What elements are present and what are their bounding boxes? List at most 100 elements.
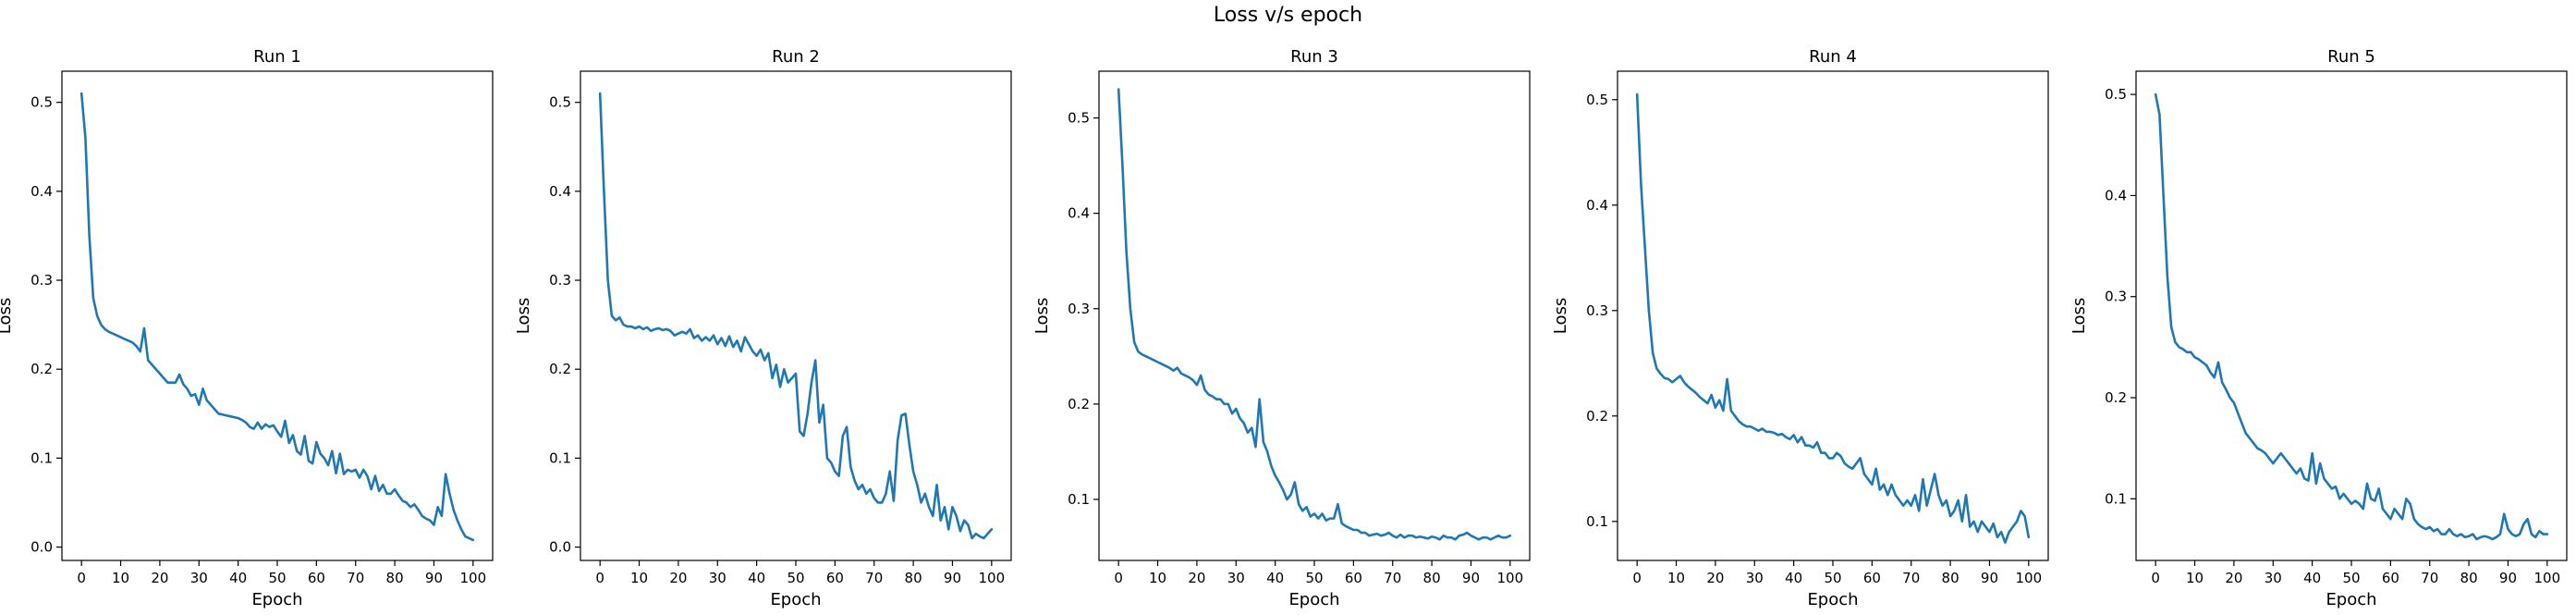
- x-tick-label: 10: [2186, 570, 2204, 586]
- x-tick-label: 80: [1423, 570, 1441, 586]
- figure-title: Loss v/s epoch: [1213, 4, 1363, 27]
- subplot-title: Run 5: [2327, 47, 2375, 67]
- x-tick-label: 80: [2460, 570, 2478, 586]
- x-tick-label: 0: [595, 570, 604, 586]
- x-axis-label: Epoch: [251, 590, 302, 609]
- y-tick-label: 0.3: [31, 272, 53, 289]
- y-tick-label: 0.1: [1068, 491, 1090, 508]
- x-tick-label: 70: [1384, 570, 1401, 586]
- x-tick-label: 40: [748, 570, 765, 586]
- x-tick-label: 10: [112, 570, 129, 586]
- x-tick-label: 20: [669, 570, 687, 586]
- x-tick-label: 10: [1667, 570, 1685, 586]
- x-tick-label: 50: [1305, 570, 1323, 586]
- x-tick-label: 30: [709, 570, 726, 586]
- x-tick-label: 30: [2265, 570, 2282, 586]
- x-axis-label: Epoch: [770, 590, 821, 609]
- x-tick-label: 60: [2382, 570, 2399, 586]
- subplot-title: Run 2: [772, 47, 820, 67]
- x-tick-label: 90: [2499, 570, 2517, 586]
- loss-line: [1117, 88, 1512, 541]
- x-axis-label: Epoch: [1807, 590, 1858, 609]
- x-tick-label: 20: [151, 570, 168, 586]
- y-axis-label: Loss: [514, 298, 533, 334]
- x-tick-label: 30: [1746, 570, 1764, 586]
- y-tick-label: 0.1: [2105, 490, 2127, 507]
- subplot-run-5: 0 10 20 30 40 50 60 70 80 90 100 0.1 0.2 0.3 0.4 0.5 Run…: [2069, 47, 2568, 609]
- y-tick-label: 0.1: [549, 449, 571, 466]
- y-axis-label: Loss: [0, 298, 15, 334]
- subplot-run-3: 0 10 20 30 40 50 60 70 80 90 100 0.1 0.2 0.3 0.4 0.5 Run…: [1032, 47, 1531, 609]
- y-tick-label: 0.3: [549, 272, 571, 289]
- x-tick-label: 50: [1824, 570, 1841, 586]
- x-tick-label: 30: [190, 570, 208, 586]
- x-tick-label: 80: [1942, 570, 1959, 586]
- x-tick-label: 70: [347, 570, 364, 586]
- y-tick-label: 0.2: [31, 361, 53, 377]
- y-tick-label: 0.5: [549, 94, 571, 111]
- x-tick-label: 40: [229, 570, 247, 586]
- y-tick-label: 0.4: [1586, 197, 1608, 214]
- x-tick-label: 0: [2151, 570, 2160, 586]
- y-tick-label: 0.0: [31, 539, 53, 556]
- x-tick-label: 40: [2303, 570, 2321, 586]
- y-tick-label: 0.3: [1586, 302, 1608, 319]
- x-axis-label: Epoch: [2326, 590, 2376, 609]
- axes-frame: [1098, 70, 1531, 561]
- y-tick-label: 0.5: [1586, 92, 1608, 108]
- loss-line: [79, 92, 475, 542]
- y-axis-label: Loss: [1551, 298, 1570, 334]
- subplot-run-2: 0 10 20 30 40 50 60 70 80 90 100 0.0 0.1 0.2 0.3 0.4 0.5…: [514, 47, 1012, 609]
- x-tick-label: 60: [826, 570, 844, 586]
- y-tick-label: 0.1: [31, 449, 53, 466]
- y-tick-label: 0.4: [549, 183, 571, 200]
- x-tick-label: 0: [77, 570, 86, 586]
- x-tick-label: 30: [1227, 570, 1245, 586]
- subplot-run-1: 0 10 20 30 40 50 60 70 80 90 100 0.0 0.1 0.2 0.3 0.4 0.5…: [0, 47, 494, 609]
- y-tick-label: 0.2: [549, 361, 571, 377]
- y-tick-label: 0.2: [1586, 408, 1608, 424]
- y-tick-label: 0.3: [2105, 289, 2127, 305]
- axes-frame: [580, 70, 1012, 561]
- x-tick-label: 20: [2225, 570, 2242, 586]
- x-tick-label: 40: [1785, 570, 1802, 586]
- axes-frame: [2135, 70, 2568, 561]
- x-tick-label: 0: [1632, 570, 1642, 586]
- subplot-run-4: 0 10 20 30 40 50 60 70 80 90 100 0.1 0.2 0.3 0.4 0.5 Run…: [1551, 47, 2049, 609]
- subplot-title: Run 3: [1290, 47, 1338, 67]
- y-tick-label: 0.2: [2105, 389, 2127, 406]
- y-axis-label: Loss: [1032, 298, 1052, 334]
- x-tick-label: 60: [1863, 570, 1881, 586]
- x-tick-label: 50: [268, 570, 286, 586]
- y-tick-label: 0.5: [1068, 110, 1090, 127]
- y-tick-label: 0.4: [1068, 205, 1090, 222]
- y-tick-label: 0.2: [1068, 396, 1090, 412]
- y-tick-label: 0.5: [2105, 86, 2127, 103]
- axes-frame: [1617, 70, 2049, 561]
- x-tick-label: 40: [1266, 570, 1284, 586]
- x-tick-label: 90: [1462, 570, 1480, 586]
- x-tick-label: 80: [386, 570, 404, 586]
- loss-line: [1635, 92, 2031, 544]
- x-tick-label: 100: [978, 570, 1005, 586]
- x-tick-label: 100: [2015, 570, 2042, 586]
- y-tick-label: 0.4: [31, 183, 53, 200]
- x-tick-label: 90: [1981, 570, 1998, 586]
- x-tick-label: 20: [1188, 570, 1205, 586]
- axes-frame: [61, 70, 494, 561]
- x-tick-label: 90: [944, 570, 961, 586]
- y-tick-label: 0.4: [2105, 187, 2127, 203]
- x-axis-label: Epoch: [1288, 590, 1339, 609]
- y-tick-label: 0.0: [549, 539, 571, 556]
- x-tick-label: 90: [425, 570, 443, 586]
- x-tick-label: 60: [308, 570, 325, 586]
- x-tick-label: 10: [1149, 570, 1166, 586]
- subplot-title: Run 1: [253, 47, 301, 67]
- y-tick-label: 0.3: [1068, 301, 1090, 317]
- x-tick-label: 70: [2421, 570, 2438, 586]
- y-tick-label: 0.5: [31, 94, 53, 111]
- x-tick-label: 80: [905, 570, 922, 586]
- y-tick-label: 0.1: [1586, 513, 1608, 530]
